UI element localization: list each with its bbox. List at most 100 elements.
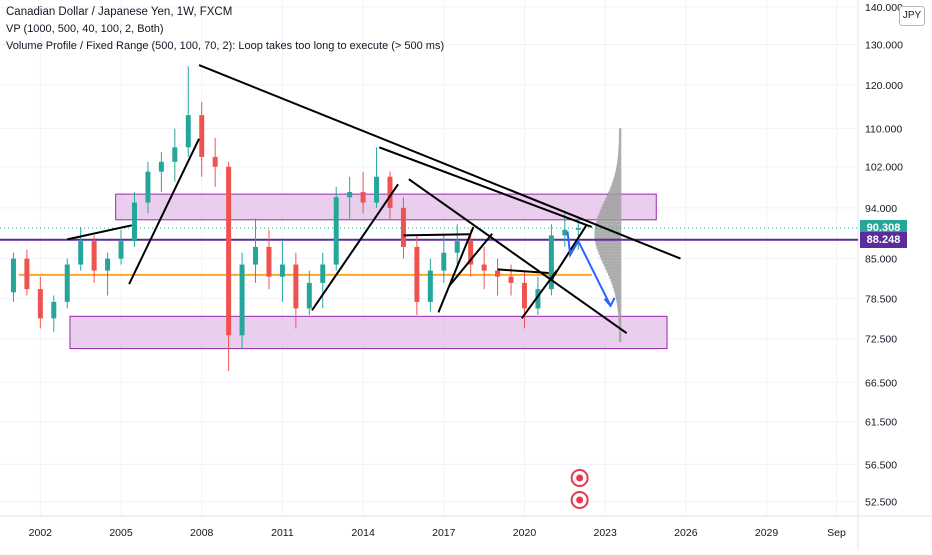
volume-profile-bar	[618, 330, 622, 334]
volume-profile-bar	[601, 257, 622, 261]
y-tick-label: 66.500	[865, 377, 897, 389]
candle-body	[105, 258, 111, 271]
candle-body	[360, 192, 366, 203]
rise-2017	[448, 233, 493, 287]
volume-profile-bar	[615, 167, 622, 171]
trendlines	[67, 64, 681, 335]
candle-body	[185, 115, 191, 148]
x-tick-label: 2029	[755, 527, 779, 539]
volume-profile-bar	[598, 212, 622, 216]
candle-body	[24, 258, 30, 290]
candle-body	[64, 264, 70, 302]
projection-arrowhead	[603, 297, 616, 308]
volume-profile-bar	[614, 290, 622, 295]
candles	[10, 66, 581, 372]
rise-2019	[520, 269, 558, 319]
volume-profile-bar	[610, 185, 622, 189]
volume-profile-bar	[614, 173, 622, 177]
level-price-tag: 88.248	[860, 231, 907, 248]
rise-2005	[128, 138, 200, 285]
y-tick-label: 61.500	[865, 417, 897, 429]
main-downtrend	[198, 64, 681, 260]
volume-profile-bar	[594, 230, 622, 234]
candle-body	[548, 235, 554, 290]
volume-profile-bar	[618, 318, 622, 322]
candle-body	[387, 176, 393, 208]
y-tick-label: 140.000	[865, 2, 903, 14]
volume-profile	[594, 128, 622, 343]
vpfr-indicator-label[interactable]: Volume Profile / Fixed Range (500, 100, …	[6, 40, 445, 52]
volume-profile-bar	[596, 218, 622, 222]
volume-profile-bar	[594, 233, 622, 237]
vp-indicator-label[interactable]: VP (1000, 500, 40, 100, 2, Both)	[6, 23, 164, 35]
candle-body	[279, 264, 285, 277]
volume-profile-bar	[595, 221, 622, 225]
candle-body	[414, 246, 420, 302]
volume-profile-bar	[603, 263, 622, 267]
grid	[0, 0, 858, 516]
y-tick-label: 78.500	[865, 294, 897, 306]
volume-profile-bar	[616, 303, 622, 307]
candle-body	[454, 241, 460, 253]
volume-profile-bar	[606, 194, 622, 198]
candle-body	[293, 264, 299, 309]
volume-profile-bar	[618, 312, 622, 316]
supply-zone	[115, 193, 657, 221]
volume-profile-bar	[619, 339, 622, 343]
candle-body	[575, 228, 581, 230]
candle-body	[347, 192, 353, 198]
candle-body	[521, 282, 527, 309]
volume-profile-bar	[597, 215, 622, 219]
volume-profile-bar	[610, 278, 622, 282]
candle-body	[535, 289, 541, 309]
volume-profile-bar	[608, 191, 622, 195]
volume-profile-bar	[605, 197, 622, 201]
candle-body	[374, 176, 380, 203]
volume-profile-bar	[618, 321, 622, 325]
candle-body	[495, 270, 501, 277]
volume-profile-bar	[618, 131, 622, 135]
volume-profile-bar	[618, 140, 622, 144]
x-tick-label: 2002	[29, 527, 53, 539]
candle-body	[118, 241, 124, 259]
x-tick-label: 2008	[190, 527, 214, 539]
y-tick-label: 94.000	[865, 203, 897, 215]
candle-body	[145, 171, 151, 203]
x-tick-label: 2017	[432, 527, 456, 539]
candle-body	[266, 246, 272, 277]
candle-body	[427, 270, 433, 302]
y-tick-label: 130.000	[865, 39, 903, 51]
volume-profile-bar	[597, 248, 622, 252]
rise-2012	[311, 183, 399, 311]
y-tick-label: 85.000	[865, 254, 897, 266]
currency-badge[interactable]: JPY	[899, 6, 925, 26]
candle-body	[508, 276, 514, 283]
candle-body	[226, 166, 232, 336]
volume-profile-bar	[602, 260, 622, 264]
volume-profile-bar	[602, 203, 622, 207]
volume-profile-bar	[618, 315, 622, 319]
volume-profile-bar	[619, 128, 622, 132]
y-tick-label: 102.000	[865, 162, 903, 174]
volume-profile-bar	[613, 287, 622, 291]
volume-profile-bar	[613, 176, 622, 180]
candle-body	[10, 258, 16, 293]
volume-profile-bar	[601, 206, 622, 210]
volume-profile-bar	[617, 155, 622, 159]
volume-profile-bar	[617, 306, 622, 310]
volume-profile-bar	[617, 161, 622, 165]
x-tick-label: 2026	[674, 527, 698, 539]
symbol-title[interactable]: Canadian Dollar / Japanese Yen, 1W, FXCM	[6, 6, 233, 18]
y-tick-label: 72.500	[865, 334, 897, 346]
volume-profile-bar	[616, 300, 622, 304]
x-tick-label: 2014	[351, 527, 375, 539]
volume-profile-bar	[617, 158, 622, 162]
candle-body	[51, 301, 57, 319]
volume-profile-bar	[618, 137, 622, 141]
y-tick-label: 56.500	[865, 459, 897, 471]
volume-profile-bar	[605, 266, 622, 270]
candle-body	[306, 282, 312, 309]
candle-body	[481, 264, 487, 271]
